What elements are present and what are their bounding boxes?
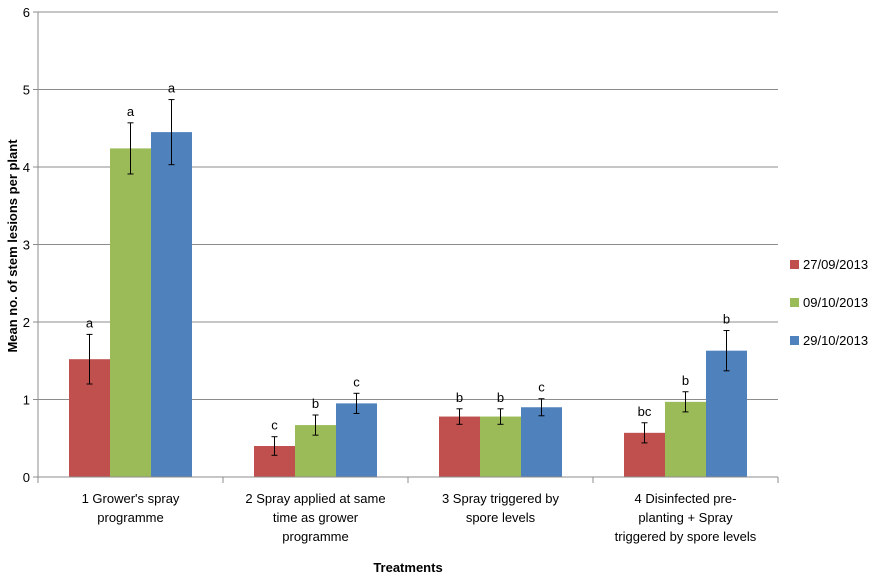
legend-swatch — [790, 298, 799, 307]
legend-swatch — [790, 336, 799, 345]
bar — [336, 403, 377, 477]
y-tick-label: 6 — [23, 5, 30, 20]
y-tick-label: 4 — [23, 160, 30, 175]
significance-letter: b — [456, 390, 463, 405]
bars — [69, 132, 747, 477]
x-axis-title: Treatments — [373, 560, 442, 575]
y-tick-label: 2 — [23, 315, 30, 330]
significance-letter: c — [353, 374, 360, 389]
bar — [521, 407, 562, 477]
significance-letter: c — [271, 418, 278, 433]
significance-letter: b — [497, 390, 504, 405]
category-label: 4 Disinfected pre-planting + Spray trigge… — [615, 491, 757, 544]
significance-letter: b — [682, 373, 689, 388]
y-tick-label: 5 — [23, 83, 30, 98]
error-bars — [86, 99, 730, 456]
significance-letter: b — [312, 396, 319, 411]
significance-letter: a — [168, 81, 176, 96]
bar — [439, 416, 480, 477]
significance-letter: a — [127, 104, 135, 119]
category-label-line: planting + Spray — [638, 510, 733, 525]
legend-label: 09/10/2013 — [803, 295, 868, 310]
category-label-line: programme — [97, 510, 163, 525]
category-label: 3 Spray triggered by spore levels — [442, 491, 560, 525]
category-label: 1 Grower's spray programme — [82, 491, 180, 525]
axes: 0 1 2 3 4 5 6 — [23, 5, 779, 485]
category-label-line: time as grower — [273, 510, 359, 525]
y-tick-label: 3 — [23, 238, 30, 253]
category-label-line: 3 Spray triggered by — [442, 491, 560, 506]
legend-label: 27/09/2013 — [803, 257, 868, 272]
legend-label: 29/10/2013 — [803, 333, 868, 348]
category-label: 2 Spray applied at same time as grower pro… — [245, 491, 385, 544]
bar — [665, 401, 706, 477]
category-label-line: 1 Grower's spray — [82, 491, 180, 506]
category-label-line: triggered by spore levels — [615, 529, 757, 544]
category-label-line: spore levels — [466, 510, 536, 525]
category-label-line: 4 Disinfected pre- — [635, 491, 737, 506]
bar — [110, 148, 151, 477]
category-label-line: programme — [282, 529, 348, 544]
legend: 27/09/2013 09/10/2013 29/10/2013 — [790, 257, 868, 348]
category-label-line: 2 Spray applied at same — [245, 491, 385, 506]
bar — [151, 132, 192, 477]
significance-letter: c — [538, 380, 545, 395]
y-axis-title: Mean no. of stem lesions per plant — [5, 139, 20, 353]
y-tick-label: 1 — [23, 393, 30, 408]
bar — [480, 416, 521, 477]
bar — [706, 350, 747, 477]
significance-letter: a — [86, 315, 94, 330]
significance-letter: bc — [638, 404, 652, 419]
y-tick-label: 0 — [23, 470, 30, 485]
legend-swatch — [790, 260, 799, 269]
significance-letter: b — [723, 312, 730, 327]
